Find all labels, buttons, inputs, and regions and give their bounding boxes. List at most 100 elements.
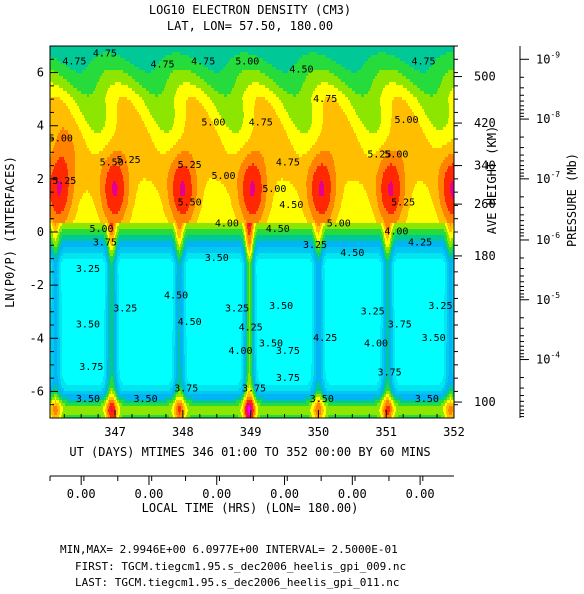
- density-cell: [250, 310, 253, 314]
- density-cell: [252, 295, 254, 299]
- density-cell: [106, 241, 109, 245]
- density-cell: [279, 85, 303, 89]
- density-cell: [390, 226, 392, 230]
- density-cell: [108, 280, 110, 284]
- density-cell: [67, 400, 100, 404]
- density-cell: [252, 331, 254, 335]
- density-cell: [325, 298, 382, 302]
- density-cell: [299, 91, 314, 95]
- density-cell: [244, 283, 246, 287]
- density-cell: [297, 61, 337, 65]
- density-cell: [338, 214, 375, 218]
- density-cell: [330, 175, 337, 179]
- density-cell: [380, 349, 383, 353]
- density-cell: [180, 340, 184, 344]
- density-cell: [383, 379, 386, 383]
- density-cell: [118, 271, 174, 275]
- density-cell: [106, 295, 109, 299]
- density-cell: [108, 310, 110, 314]
- density-cell: [338, 76, 376, 80]
- density-cell: [391, 367, 394, 371]
- density-cell: [389, 340, 392, 344]
- density-cell: [306, 217, 314, 221]
- density-cell: [112, 211, 119, 215]
- density-cell: [259, 205, 266, 209]
- density-cell: [326, 391, 381, 395]
- density-cell: [315, 223, 318, 227]
- density-cell: [391, 265, 393, 269]
- density-cell: [323, 319, 326, 323]
- density-cell: [117, 229, 120, 233]
- density-cell: [452, 316, 454, 320]
- density-cell: [116, 337, 118, 341]
- density-cell: [392, 235, 396, 239]
- density-cell: [434, 205, 442, 209]
- density-cell: [61, 382, 67, 386]
- density-cell: [325, 361, 381, 365]
- density-cell: [407, 88, 421, 92]
- density-cell: [181, 151, 190, 155]
- density-cell: [389, 295, 392, 299]
- density-cell: [249, 283, 251, 287]
- density-cell: [114, 325, 117, 329]
- density-cell: [159, 61, 200, 65]
- density-cell: [393, 259, 397, 263]
- density-cell: [335, 169, 379, 173]
- density-cell: [187, 343, 242, 347]
- density-cell: [254, 163, 266, 167]
- density-cell: [183, 295, 185, 299]
- density-cell: [253, 127, 285, 131]
- density-cell: [391, 313, 394, 317]
- density-cell: [176, 220, 190, 224]
- density-cell: [316, 250, 322, 254]
- density-cell: [240, 205, 247, 209]
- density-cell: [186, 334, 242, 338]
- density-cell: [258, 208, 265, 212]
- density-cell: [316, 226, 322, 230]
- density-cell: [449, 271, 453, 275]
- density-cell: [323, 307, 326, 311]
- density-cell: [108, 322, 110, 326]
- density-cell: [384, 358, 387, 362]
- density-cell: [119, 310, 174, 314]
- density-cell: [393, 352, 396, 356]
- density-cell: [67, 91, 82, 95]
- density-cell: [150, 112, 176, 116]
- density-cell: [252, 358, 254, 362]
- density-cell: [54, 349, 58, 353]
- density-cell: [184, 403, 187, 407]
- density-cell: [321, 361, 324, 365]
- density-cell: [383, 88, 408, 92]
- density-cell: [325, 337, 381, 341]
- density-cell: [325, 211, 333, 215]
- density-cell: [448, 379, 454, 383]
- density-cell: [50, 289, 53, 293]
- density-cell: [444, 361, 447, 365]
- density-cell: [50, 121, 77, 125]
- density-cell: [115, 412, 117, 416]
- density-cell: [249, 337, 251, 341]
- density-cell: [323, 295, 326, 299]
- density-cell: [254, 301, 256, 305]
- density-cell: [380, 412, 383, 416]
- density-cell: [119, 415, 123, 418]
- density-cell: [54, 322, 58, 326]
- density-cell: [312, 313, 315, 317]
- density-cell: [380, 400, 383, 404]
- density-cell: [124, 187, 130, 191]
- density-cell: [267, 61, 298, 65]
- density-cell: [254, 319, 256, 323]
- density-cell: [110, 403, 115, 407]
- density-cell: [227, 94, 244, 98]
- density-cell: [59, 271, 62, 275]
- density-cell: [307, 193, 313, 197]
- density-cell: [129, 193, 137, 197]
- density-cell: [242, 415, 244, 418]
- density-cell: [178, 373, 182, 377]
- density-cell: [192, 184, 198, 188]
- density-cell: [397, 205, 404, 209]
- density-cell: [175, 94, 208, 98]
- density-cell: [243, 412, 245, 416]
- density-cell: [52, 172, 69, 176]
- density-cell: [243, 355, 245, 359]
